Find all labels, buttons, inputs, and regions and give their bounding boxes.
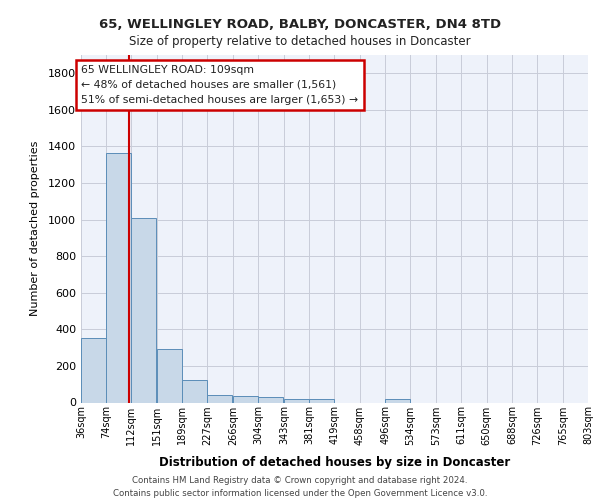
Bar [258,398,283,402]
Text: Contains HM Land Registry data © Crown copyright and database right 2024.
Contai: Contains HM Land Registry data © Crown c… [113,476,487,498]
Text: Size of property relative to detached houses in Doncaster: Size of property relative to detached ho… [129,35,471,48]
X-axis label: Distribution of detached houses by size in Doncaster: Distribution of detached houses by size … [159,456,510,469]
Bar [131,218,156,402]
Y-axis label: Number of detached properties: Number of detached properties [29,141,40,316]
Bar [233,396,258,402]
Bar [182,380,207,402]
Bar [81,338,106,402]
Bar [309,399,334,402]
Bar [385,399,410,402]
Text: 65 WELLINGLEY ROAD: 109sqm
← 48% of detached houses are smaller (1,561)
51% of s: 65 WELLINGLEY ROAD: 109sqm ← 48% of deta… [82,65,358,104]
Bar [284,399,309,402]
Bar [207,395,232,402]
Bar [106,153,131,402]
Text: 65, WELLINGLEY ROAD, BALBY, DONCASTER, DN4 8TD: 65, WELLINGLEY ROAD, BALBY, DONCASTER, D… [99,18,501,30]
Bar [157,350,182,403]
